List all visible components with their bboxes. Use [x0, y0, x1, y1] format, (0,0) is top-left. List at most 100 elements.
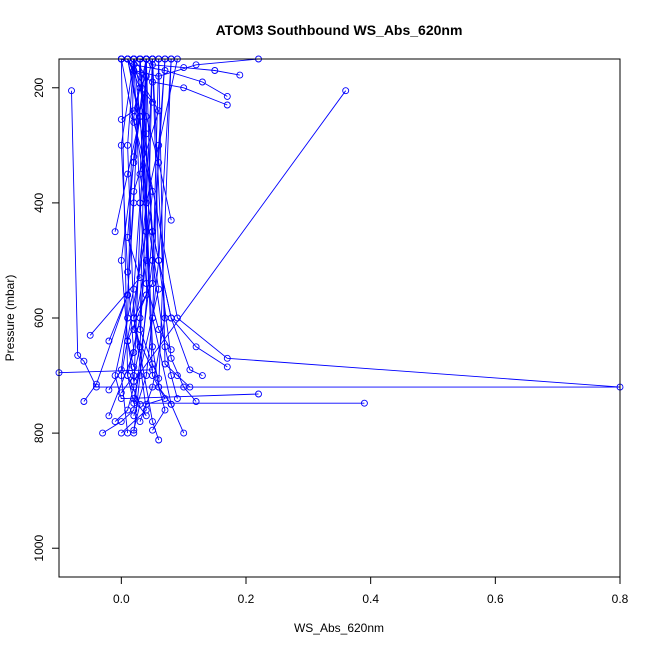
data-point	[124, 406, 132, 414]
data-point	[124, 268, 132, 276]
data-point	[161, 406, 169, 414]
data-point	[161, 314, 169, 322]
y-tick-label: 1000	[32, 535, 46, 562]
data-point	[130, 153, 138, 161]
data-point	[173, 395, 181, 403]
y-tick-label: 400	[32, 193, 46, 213]
data-point	[180, 84, 188, 92]
data-point	[124, 291, 132, 299]
series-line-17	[152, 58, 197, 402]
data-point	[86, 331, 94, 339]
data-point	[223, 92, 231, 100]
data-point	[111, 228, 119, 236]
data-point	[130, 426, 138, 434]
series-line-35	[158, 58, 191, 388]
series-line-40	[152, 58, 172, 431]
data-point	[149, 98, 156, 106]
data-point	[105, 337, 113, 345]
series-line-41	[120, 58, 141, 431]
y-axis-label: Pressure (mbar)	[3, 275, 17, 362]
data-point	[136, 343, 144, 351]
data-point	[161, 360, 169, 368]
y-axis: 200 400 600 800 1000	[32, 77, 59, 562]
data-point	[124, 337, 132, 345]
y-tick-label: 600	[32, 308, 46, 328]
data-point	[136, 326, 144, 333]
x-tick-label: 0.4	[362, 592, 379, 606]
data-point	[155, 383, 163, 391]
data-point	[186, 383, 194, 391]
data-point	[130, 363, 138, 371]
series-line-19	[139, 58, 228, 368]
data-point	[68, 87, 75, 95]
data-point	[136, 113, 144, 121]
data-point	[155, 326, 163, 333]
data-point	[117, 256, 125, 264]
data-point	[198, 372, 206, 380]
data-point	[136, 400, 144, 408]
data-point	[136, 418, 144, 426]
data-point	[117, 115, 125, 123]
data-point	[149, 426, 156, 434]
data-point	[149, 372, 156, 380]
data-point	[149, 360, 156, 368]
data-point	[167, 400, 175, 408]
data-point	[149, 418, 156, 426]
series-line-31	[139, 58, 166, 422]
series-line-39	[139, 58, 160, 379]
series-line-30	[133, 58, 172, 416]
data-point	[155, 436, 163, 444]
data-point	[117, 141, 125, 149]
data-point	[105, 386, 113, 394]
data-point	[149, 78, 156, 86]
data-point	[80, 357, 88, 365]
data-point	[211, 67, 219, 74]
data-point	[192, 61, 200, 69]
data-layer	[55, 55, 624, 444]
data-point	[117, 366, 125, 374]
data-point	[192, 398, 200, 405]
x-axis-label: WS_Abs_620nm	[294, 621, 384, 635]
series-line-21	[139, 58, 240, 76]
series-line-34	[108, 58, 135, 391]
x-tick-label: 0.6	[487, 592, 504, 606]
data-point	[136, 84, 144, 92]
data-point	[192, 343, 200, 351]
data-point	[130, 107, 138, 115]
series-line-0	[71, 58, 621, 388]
x-tick-label: 0.8	[612, 592, 629, 606]
series-line-32	[114, 58, 147, 422]
x-tick-label: 0.0	[113, 592, 130, 606]
data-point	[149, 228, 156, 236]
data-point	[149, 280, 156, 287]
data-point	[255, 390, 262, 398]
data-point	[105, 412, 113, 420]
data-point	[74, 351, 82, 359]
series-line-14	[133, 58, 160, 417]
x-tick-label: 0.2	[238, 592, 255, 606]
chart-title: ATOM3 Southbound WS_Abs_620nm	[216, 22, 463, 38]
data-point	[360, 399, 368, 407]
data-point	[80, 398, 88, 405]
data-point	[223, 363, 231, 371]
series-line-38	[127, 58, 153, 368]
series-line-33	[120, 58, 153, 394]
data-point	[186, 366, 194, 374]
data-point	[136, 170, 144, 178]
y-tick-label: 800	[32, 423, 46, 443]
data-point	[167, 354, 175, 362]
data-point	[236, 71, 244, 79]
data-point	[223, 354, 231, 362]
x-axis: 0.0 0.2 0.4 0.6 0.8	[113, 577, 629, 606]
data-point	[161, 67, 169, 74]
data-point	[124, 372, 132, 380]
data-point	[198, 78, 206, 86]
data-point	[124, 429, 132, 437]
data-point	[223, 101, 231, 109]
data-point	[92, 380, 100, 388]
data-point	[111, 418, 119, 426]
data-point	[142, 291, 150, 299]
data-point	[180, 429, 188, 437]
data-point	[342, 87, 350, 95]
